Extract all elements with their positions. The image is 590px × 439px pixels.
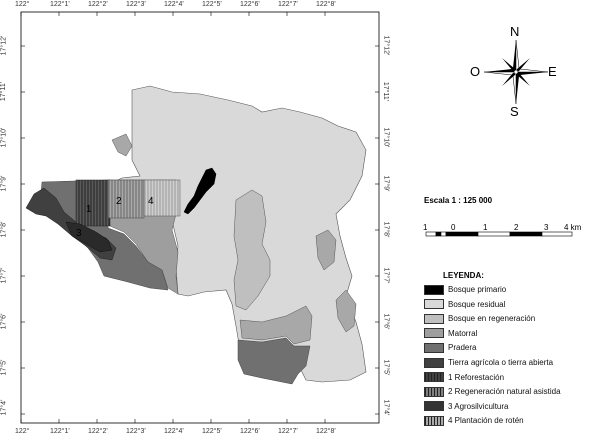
zone-bosque-primario — [183, 167, 217, 215]
bottom-tick-label: 122°1' — [50, 428, 70, 435]
legend-swatch — [424, 386, 444, 397]
left-tick-label: 17°7' — [0, 267, 8, 284]
left-tick-label: 17°5' — [0, 359, 8, 376]
legend-label: Bosque en regeneración — [448, 314, 536, 324]
legend-item: 2 Regeneración natural asistida — [424, 386, 561, 397]
legend-label: 4 Plantación de rotén — [448, 416, 524, 426]
zone-pradera-south — [237, 337, 311, 385]
bottom-tick-label: 122°6' — [240, 428, 260, 435]
area-label-1: 1 — [86, 204, 92, 215]
zone-reforestacion — [75, 179, 111, 227]
legend-title: LEYENDA: — [443, 271, 484, 280]
zone-regeneracion-asistida — [107, 179, 145, 219]
map-frame — [20, 11, 380, 424]
top-tick-label: 122° — [15, 1, 30, 8]
scale-number: 2 — [514, 223, 519, 232]
zone-agrosilvicultura — [65, 221, 113, 253]
left-tick-label: 17°8' — [0, 221, 8, 238]
bottom-tick-label: 122° — [15, 428, 30, 435]
compass-north-label: N — [510, 24, 520, 39]
legend-label: Tierra agrícola o tierra abierta — [448, 358, 554, 367]
scale-number: 0 — [451, 223, 456, 232]
zone-regeneracion-a — [111, 133, 133, 157]
right-tick-label: 17°7' — [382, 267, 390, 284]
legend-swatch — [424, 299, 444, 310]
zone-plantacion-roten — [143, 179, 181, 217]
legend-swatch — [424, 401, 444, 412]
left-tick-label: 17°4' — [0, 399, 8, 416]
top-tick-label: 122°4' — [164, 1, 184, 8]
right-tick-label: 17°11' — [382, 81, 390, 102]
legend-label: Matorral — [448, 328, 478, 338]
scale-bar — [425, 231, 573, 237]
top-tick-label: 122°2' — [88, 1, 108, 8]
bottom-tick-label: 122°5' — [202, 428, 222, 435]
left-tick-label: 17°10' — [0, 127, 8, 148]
right-tick-label: 17°9' — [382, 175, 390, 192]
legend-label: Bosque primario — [448, 285, 507, 294]
top-tick-label: 122°8' — [316, 1, 336, 8]
left-tick-label: 17°12' — [0, 35, 8, 56]
legend-item: Bosque primario — [424, 284, 506, 295]
zone-regeneracion-d — [335, 289, 357, 333]
bottom-tick-label: 122°4' — [164, 428, 184, 435]
legend-swatch — [424, 313, 444, 324]
top-tick-label: 122°3' — [126, 1, 146, 8]
scale-number: 3 — [544, 223, 549, 232]
left-tick-label: 17°9' — [0, 175, 8, 192]
legend-label: Bosque residual — [448, 299, 506, 309]
legend-swatch — [424, 372, 444, 383]
legend-item: Pradera — [424, 342, 476, 353]
area-label-2: 2 — [116, 196, 122, 207]
legend-item: 1 Reforestación — [424, 372, 504, 383]
bottom-tick-label: 122°3' — [126, 428, 146, 435]
zone-regeneracion-b — [233, 189, 271, 311]
legend-swatch — [424, 415, 444, 426]
legend-swatch — [424, 284, 444, 295]
right-tick-label: 17°12' — [382, 35, 390, 56]
bottom-tick-label: 122°2' — [88, 428, 108, 435]
right-tick-label: 17°4' — [382, 399, 390, 416]
area-label-4: 4 — [148, 196, 154, 207]
right-tick-label: 17°10' — [382, 127, 390, 148]
top-tick-label: 122°5' — [202, 1, 222, 8]
left-tick-label: 17°6' — [0, 313, 8, 330]
legend-label: Pradera — [448, 343, 477, 353]
top-tick-label: 122°6' — [240, 1, 260, 8]
legend-item: Matorral — [424, 328, 477, 339]
legend-item: Tierra agrícola o tierra abierta — [424, 357, 553, 368]
right-tick-label: 17°6' — [382, 313, 390, 330]
legend-label: 2 Regeneración natural asistida — [448, 387, 561, 397]
top-tick-label: 122°7' — [278, 1, 298, 8]
graticule-ticks — [20, 12, 379, 423]
scale-number: 4 km — [564, 223, 582, 232]
legend-swatch — [424, 357, 444, 368]
scale-number: 1 — [423, 223, 428, 232]
legend-item: 4 Plantación de rotén — [424, 415, 524, 426]
zone-regeneracion-e — [239, 305, 313, 345]
legend-item: 3 Agrosilvicultura — [424, 401, 508, 412]
legend-swatch — [424, 342, 444, 353]
compass-south-label: S — [510, 104, 519, 119]
right-tick-label: 17°5' — [382, 359, 390, 376]
area-label-3: 3 — [76, 228, 82, 239]
legend-item: Bosque residual — [424, 299, 505, 310]
compass-rose — [483, 39, 549, 105]
right-tick-label: 17°8' — [382, 221, 390, 238]
zone-regeneracion-c — [315, 229, 337, 271]
bottom-tick-label: 122°8' — [316, 428, 336, 435]
bottom-tick-label: 122°7' — [278, 428, 298, 435]
legend-label: 1 Reforestación — [448, 372, 505, 382]
legend-item: Bosque en regeneración — [424, 313, 535, 324]
legend-swatch — [424, 328, 444, 339]
compass-west-label: O — [470, 64, 481, 79]
legend-label: 3 Agrosilvicultura — [448, 401, 509, 411]
compass-east-label: E — [548, 64, 557, 79]
scale-title: Escala 1 : 125 000 — [424, 196, 493, 205]
top-tick-label: 122°1' — [50, 1, 70, 8]
left-tick-label: 17°11' — [0, 81, 8, 102]
scale-number: 1 — [483, 223, 488, 232]
